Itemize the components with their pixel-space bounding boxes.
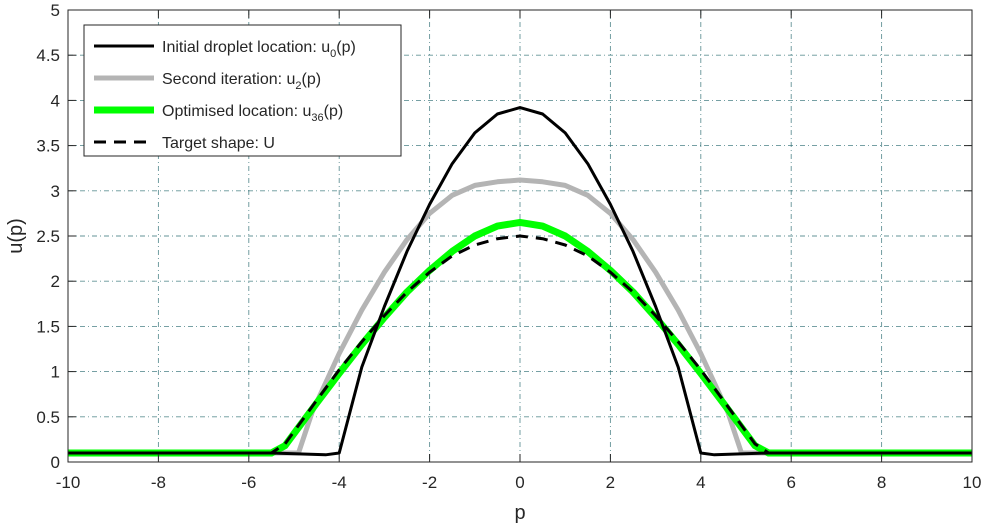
legend-label-subscript: 0 [330, 48, 336, 60]
series-line-3 [68, 234, 972, 455]
series-group [68, 106, 972, 457]
x-tick-label: 0 [515, 473, 524, 492]
x-tick-label: -8 [151, 473, 166, 492]
legend-label-3: Target shape: U [162, 135, 275, 152]
y-tick-label: 4 [51, 91, 60, 110]
y-tick-label: 0 [51, 453, 60, 472]
legend-label-0: Initial droplet location: u0(p) [162, 39, 356, 60]
legend-label-main: Optimised location: u [162, 103, 311, 120]
y-tick-label: 2.5 [36, 227, 60, 246]
y-tick-label: 1.5 [36, 317, 60, 336]
x-tick-label: 8 [877, 473, 886, 492]
y-tick-label: 0.5 [36, 408, 60, 427]
y-tick-label: 1 [51, 363, 60, 382]
y-tick-label: 4.5 [36, 46, 60, 65]
legend-label-1: Second iteration: u2(p) [162, 71, 321, 92]
legend-label-tail: (p) [302, 71, 322, 88]
x-tick-label: 6 [786, 473, 795, 492]
x-tick-label: -6 [241, 473, 256, 492]
tick-labels: -10 -8 -6 -4 -2 0 2 4 6 8 10 0 0.5 1 1.5 2 2.5 3 3.5 4 4.5 5 [36, 1, 981, 492]
x-tick-label: 4 [696, 473, 705, 492]
legend-label-main: Initial droplet location: u [162, 39, 330, 56]
x-tick-label: -4 [332, 473, 347, 492]
legend-label-subscript: 2 [295, 80, 301, 92]
axes [67, 9, 973, 463]
y-tick-label: 3.5 [36, 137, 60, 156]
x-tick-label: 10 [963, 473, 982, 492]
y-tick-label: 3 [51, 182, 60, 201]
x-tick-label: -10 [56, 473, 81, 492]
legend-label-2: Optimised location: u36(p) [162, 103, 343, 124]
x-tick-label: 2 [606, 473, 615, 492]
y-tick-label: 5 [51, 1, 60, 20]
x-tick-label: -2 [422, 473, 437, 492]
series-line-1 [68, 177, 972, 456]
legend-label-subscript: 36 [311, 112, 323, 124]
legend-label-tail: (p) [336, 39, 356, 56]
series-line-0 [68, 106, 972, 457]
legend-label-main: Target shape: U [162, 135, 275, 152]
legend: Initial droplet location: u0(p)Second it… [83, 24, 402, 157]
y-tick-label: 2 [51, 272, 60, 291]
legend-label-main: Second iteration: u [162, 71, 295, 88]
legend-label-tail: (p) [324, 103, 344, 120]
y-axis-label: u(p) [5, 218, 27, 254]
x-axis-label: p [514, 502, 525, 524]
series-line-2 [68, 218, 972, 457]
